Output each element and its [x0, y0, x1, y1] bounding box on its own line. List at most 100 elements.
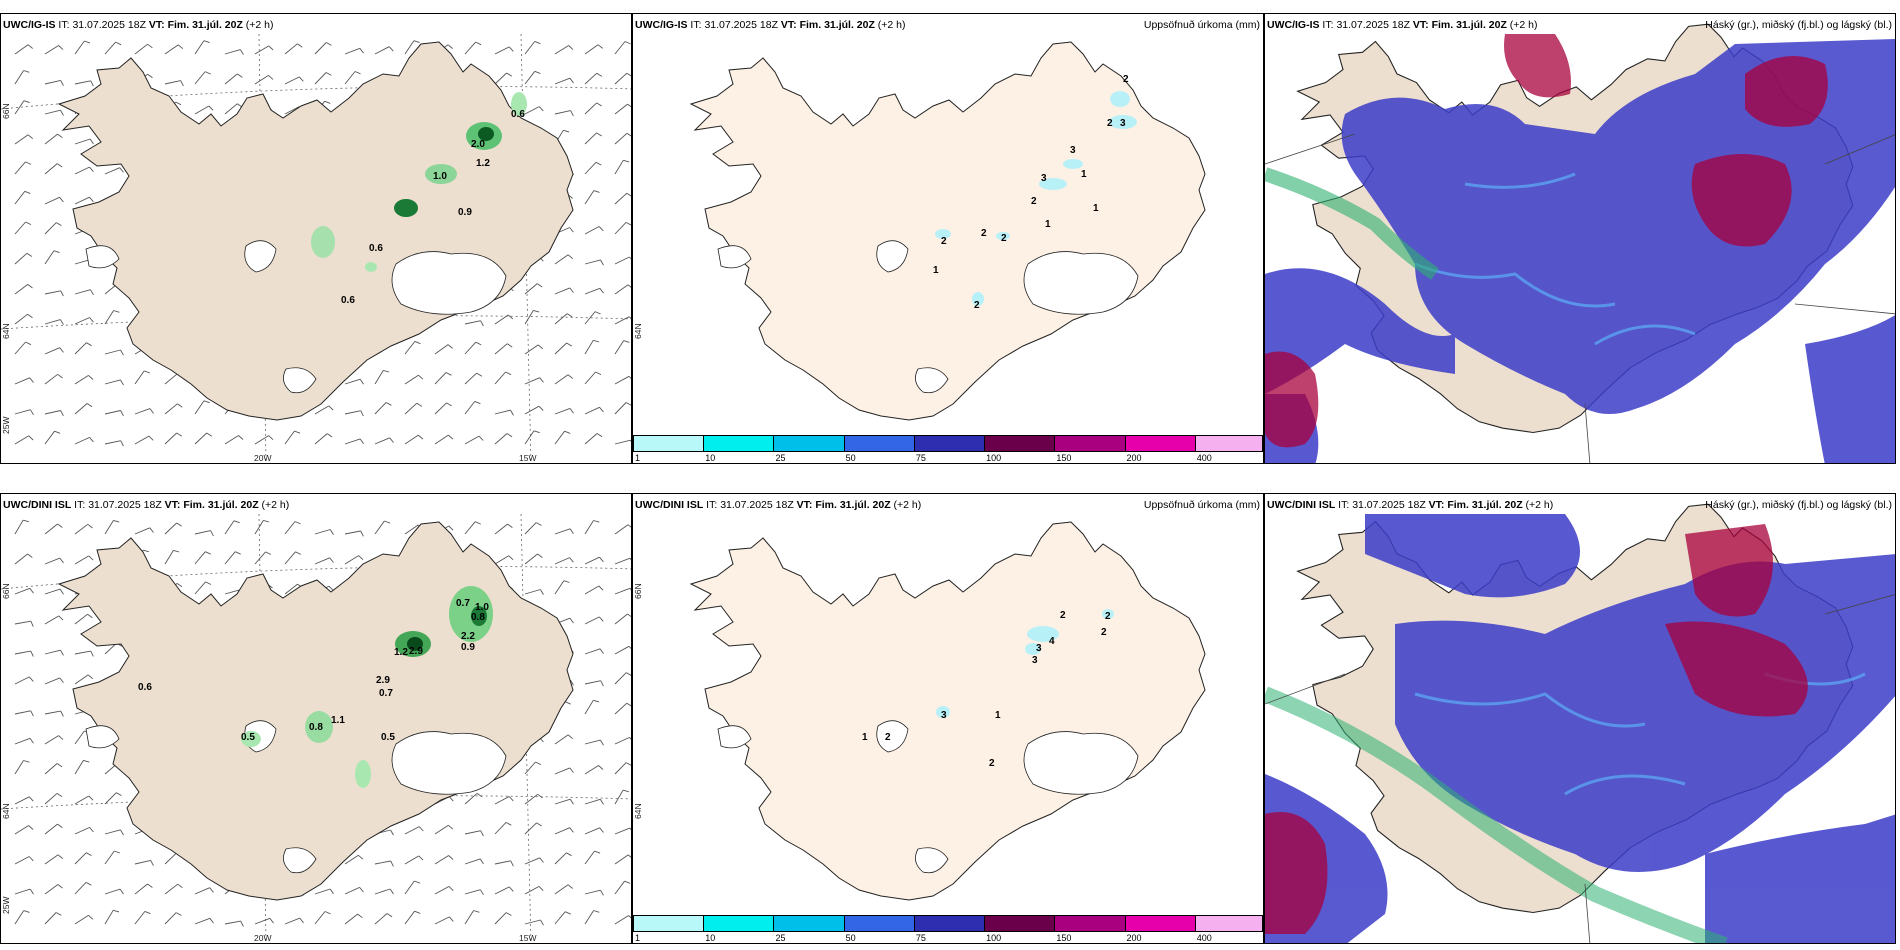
wind-barb-flag — [507, 523, 513, 528]
wind-barb — [104, 410, 121, 415]
wind-barb-flag — [60, 290, 64, 297]
panel-title: UWC/DINI ISL IT: 31.07.2025 18Z VT: Fim.… — [3, 499, 290, 511]
wind-barb-flag — [538, 886, 544, 892]
wind-barb-flag — [27, 134, 33, 139]
lat-64-label: 64N — [1, 803, 11, 819]
panel-clouds-dini: UWC/DINI ISL IT: 31.07.2025 18Z VT: Fim.… — [1264, 493, 1896, 944]
wind-barb-flag — [175, 101, 182, 106]
wind-barb-flag — [87, 613, 93, 619]
wind-barb-flag — [506, 72, 513, 77]
lon-20-label: 20W — [254, 453, 271, 463]
wind-barb — [104, 310, 114, 325]
lon-25-label: 25W — [1, 417, 11, 434]
wind-barb — [164, 80, 181, 85]
wind-barb-flag — [57, 373, 63, 379]
wind-barb — [524, 822, 537, 835]
wind-barb — [374, 402, 387, 415]
wind-barb-flag — [505, 822, 512, 826]
svg-text:0.8: 0.8 — [309, 722, 323, 733]
wind-barb-flag — [89, 196, 94, 203]
wind-barb — [14, 100, 25, 115]
wind-barb-flag — [148, 435, 154, 441]
wind-barb-flag — [510, 409, 514, 416]
wind-barb-flag — [599, 827, 604, 833]
wind-barb-flag — [593, 190, 600, 193]
panel-variable-title: Háský (gr.), miðský (fj.bl.) og lágský (… — [1705, 499, 1892, 511]
wind-barb-flag — [23, 910, 30, 913]
wind-barb — [584, 44, 599, 55]
wind-barb — [584, 371, 596, 385]
wind-barb-flag — [238, 435, 244, 440]
wind-barb — [104, 440, 121, 445]
wind-barb-flag — [599, 407, 604, 413]
wind-barb — [44, 133, 58, 145]
wind-barb-flag — [593, 520, 600, 523]
wind-barb — [74, 555, 90, 565]
wind-barb-flag — [29, 377, 34, 383]
panel-title: UWC/IG-IS IT: 31.07.2025 18Z VT: Fim. 31… — [635, 19, 906, 31]
wind-barb — [584, 433, 598, 445]
wind-barb-flag — [418, 855, 424, 861]
wind-barb-flag — [85, 882, 92, 886]
wind-barb-flag — [569, 617, 574, 624]
svg-text:0.7: 0.7 — [456, 598, 470, 609]
wind-barb — [14, 252, 28, 265]
wind-barb-flag — [599, 799, 604, 805]
wind-barb — [554, 827, 570, 835]
wind-barb-flag — [600, 889, 604, 896]
wind-barb — [134, 370, 145, 385]
wind-barb-flag — [176, 432, 183, 437]
wind-barb — [464, 41, 477, 55]
wind-barb — [14, 409, 31, 415]
colorbar-swatch — [1054, 915, 1125, 932]
wind-barb — [584, 190, 595, 205]
wind-barb-flag — [474, 400, 481, 405]
wind-barb — [14, 737, 31, 745]
wind-barb-flag — [89, 166, 94, 172]
glaciers — [717, 240, 1139, 394]
svg-text:1: 1 — [1081, 169, 1087, 180]
wind-barb-flag — [600, 680, 604, 687]
wind-barb-flag — [569, 798, 574, 805]
wind-barb — [314, 888, 331, 895]
wind-barb-flag — [28, 796, 34, 802]
wind-barb — [134, 527, 150, 535]
wind-barb-flag — [418, 434, 424, 440]
svg-text:2: 2 — [989, 758, 995, 769]
wind-barb-flag — [84, 40, 91, 44]
wind-barb — [494, 912, 507, 925]
wind-barb — [524, 377, 540, 385]
wind-barb — [524, 310, 534, 325]
wind-barb-flag — [569, 557, 574, 563]
svg-text:1: 1 — [933, 265, 939, 276]
wind-barb-flag — [203, 40, 210, 44]
colorbar-swatch — [913, 915, 985, 932]
wind-barb-flag — [88, 795, 94, 801]
colorbar-tick-label: 25 — [775, 933, 786, 943]
wind-barb-flag — [57, 133, 63, 139]
wind-barb-flag — [627, 284, 631, 288]
wind-barb — [464, 889, 481, 895]
wind-barb-flag — [295, 551, 301, 555]
wind-barb — [344, 378, 361, 385]
svg-text:2: 2 — [974, 300, 980, 311]
wind-barb-flag — [567, 374, 573, 379]
wind-barb — [404, 524, 419, 535]
wind-barb-flag — [505, 371, 512, 376]
wind-barb-flag — [566, 342, 573, 347]
wind-barb-flag — [120, 410, 124, 417]
wind-barb — [494, 555, 509, 565]
wind-barb — [584, 889, 601, 895]
wind-barb — [614, 613, 628, 625]
wind-barb — [74, 826, 90, 835]
wind-barb-flag — [388, 46, 394, 52]
wind-barb — [14, 888, 31, 895]
wind-barb-flag — [598, 765, 604, 770]
wind-barb — [494, 343, 508, 355]
wind-barb — [614, 316, 630, 325]
wind-barb-flag — [25, 341, 32, 346]
wind-barb — [104, 888, 121, 895]
wind-barb — [74, 80, 91, 85]
wind-barb — [464, 830, 481, 835]
wind-barb — [554, 110, 571, 115]
